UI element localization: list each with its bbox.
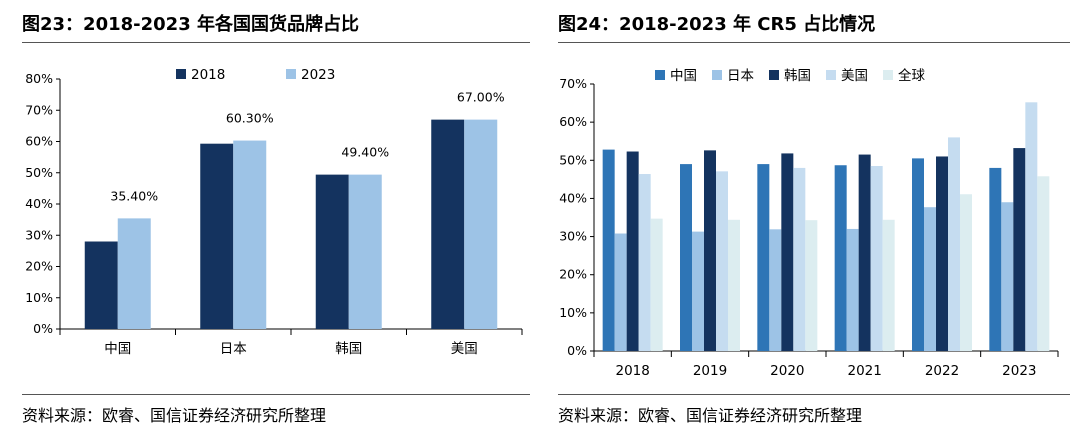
- bar-2018-日本: [200, 143, 234, 329]
- bar-中国-2021: [834, 165, 847, 351]
- bar-韩国-2021: [858, 154, 871, 351]
- bar-中国-2022: [912, 158, 924, 351]
- data-label: 35.40%: [110, 188, 158, 203]
- bar-全球-2021: [882, 219, 895, 351]
- y-tick-label: 70%: [25, 102, 53, 117]
- bar-全球-2019: [728, 219, 740, 351]
- y-tick-label: 30%: [25, 227, 53, 242]
- bar-美国-2018: [638, 174, 651, 351]
- bar-全球-2020: [805, 220, 818, 351]
- bar-日本-2018: [614, 233, 627, 351]
- bar-中国-2019: [680, 164, 692, 351]
- bar-日本-2022: [924, 207, 936, 351]
- x-tick-label: 韩国: [335, 341, 362, 357]
- y-tick-label: 60%: [559, 114, 587, 129]
- x-tick-label: 2019: [693, 363, 727, 379]
- legend-label-韩国: 韩国: [784, 68, 811, 84]
- bar-2023-日本: [233, 140, 267, 329]
- bar-韩国-2019: [704, 150, 716, 351]
- data-label: 60.30%: [226, 111, 274, 126]
- title-rule: [558, 42, 1070, 43]
- legend-swatch-2023: [286, 69, 296, 79]
- figure-23-source: 资料来源：欧睿、国信证券经济研究所整理: [22, 406, 327, 425]
- bar-日本-2023: [1001, 202, 1014, 351]
- legend-label-美国: 美国: [841, 68, 868, 84]
- bar-2018-韩国: [315, 174, 349, 329]
- bar-韩国-2023: [1013, 148, 1026, 351]
- bar-2023-韩国: [348, 174, 382, 329]
- x-tick-label: 2020: [770, 363, 804, 379]
- figure-24-source: 资料来源：欧睿、国信证券经济研究所整理: [558, 406, 863, 425]
- y-tick-label: 40%: [559, 190, 587, 205]
- source-rule: [22, 394, 530, 395]
- bar-2018-中国: [84, 241, 118, 329]
- legend-label-全球: 全球: [898, 67, 926, 84]
- bar-2023-中国: [117, 218, 151, 329]
- bar-韩国-2020: [781, 153, 794, 351]
- figure-23-title: 图23：2018-2023 年各国国货品牌占比: [22, 14, 359, 35]
- bar-全球-2023: [1037, 176, 1050, 351]
- bar-2023-美国: [464, 119, 498, 329]
- legend-swatch-2018: [176, 69, 186, 79]
- bar-日本-2021: [846, 228, 859, 351]
- legend-swatch-美国: [826, 70, 836, 80]
- x-tick-label: 美国: [451, 341, 478, 357]
- bar-美国-2021: [870, 166, 883, 351]
- y-tick-label: 0%: [33, 321, 53, 336]
- bar-全球-2018: [650, 218, 663, 351]
- y-tick-label: 0%: [567, 343, 587, 358]
- x-tick-label: 2022: [925, 363, 959, 379]
- legend-label-中国: 中国: [670, 68, 697, 84]
- y-tick-label: 50%: [25, 165, 53, 180]
- bar-美国-2022: [948, 137, 960, 351]
- bar-中国-2023: [989, 167, 1002, 351]
- x-tick-label: 2021: [847, 363, 881, 379]
- data-label: 49.40%: [341, 145, 389, 160]
- legend-label-2023: 2023: [301, 67, 335, 83]
- legend-swatch-韩国: [769, 70, 779, 80]
- x-tick-label: 中国: [104, 341, 131, 357]
- y-tick-label: 10%: [25, 290, 53, 305]
- legend-swatch-全球: [883, 70, 893, 80]
- y-tick-label: 20%: [559, 267, 587, 282]
- right-figure-panel: 图24：2018-2023 年 CR5 占比情况 0% 10% 20% 30% 40% 5…: [548, 0, 1080, 448]
- bar-韩国-2022: [936, 156, 948, 351]
- bar-美国-2023: [1025, 102, 1038, 352]
- legend-swatch-日本: [712, 70, 722, 80]
- cr5-share-chart: 0% 10% 20% 30% 40% 50% 60% 70% 2018 2019 2020 2021 2…: [559, 67, 1059, 379]
- left-figure-panel: 图23：2018-2023 年各国国货品牌占比 0% 10% 20% 30% 40% 50…: [22, 14, 530, 425]
- y-tick-label: 30%: [559, 229, 587, 244]
- bar-美国-2019: [716, 171, 728, 351]
- x-tick-label: 2023: [1002, 363, 1036, 379]
- bar-美国-2020: [793, 167, 806, 351]
- source-rule: [558, 394, 1070, 395]
- y-tick-label: 60%: [25, 134, 53, 149]
- y-tick-label: 80%: [25, 71, 53, 86]
- bar-中国-2020: [757, 164, 770, 351]
- brand-share-chart: 0% 10% 20% 30% 40% 50% 60% 70% 80% 中国 日本 韩国 美国 35.40%…: [25, 67, 523, 357]
- bar-中国-2018: [602, 149, 615, 351]
- x-tick-label: 日本: [220, 341, 247, 357]
- y-tick-label: 40%: [25, 196, 53, 211]
- bar-全球-2022: [960, 194, 972, 351]
- x-tick-label: 2018: [615, 363, 649, 379]
- legend-swatch-中国: [655, 70, 665, 80]
- data-label: 67.00%: [457, 90, 505, 105]
- bar-日本-2020: [769, 229, 782, 351]
- legend-label-日本: 日本: [727, 68, 755, 84]
- y-tick-label: 50%: [559, 152, 587, 167]
- figure-24-title: 图24：2018-2023 年 CR5 占比情况: [558, 14, 876, 35]
- y-tick-label: 20%: [25, 259, 53, 274]
- y-tick-label: 70%: [559, 76, 587, 91]
- bar-韩国-2018: [626, 151, 639, 351]
- y-tick-label: 10%: [559, 305, 587, 320]
- bar-2018-美国: [431, 119, 465, 329]
- title-rule: [22, 42, 530, 43]
- bar-日本-2019: [692, 231, 704, 351]
- legend-label-2018: 2018: [191, 67, 225, 83]
